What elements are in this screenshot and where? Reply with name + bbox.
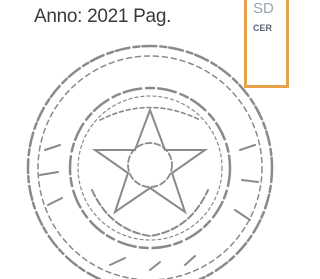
header-text: Anno: 2021 Pag. (34, 6, 171, 28)
stamp-line: CER (253, 23, 272, 33)
stamp-line: SD (253, 0, 274, 17)
document-page: Anno: 2021 Pag. SD CER (0, 0, 281, 279)
seal (0, 0, 281, 279)
stamp-box: SD CER (244, 0, 289, 88)
